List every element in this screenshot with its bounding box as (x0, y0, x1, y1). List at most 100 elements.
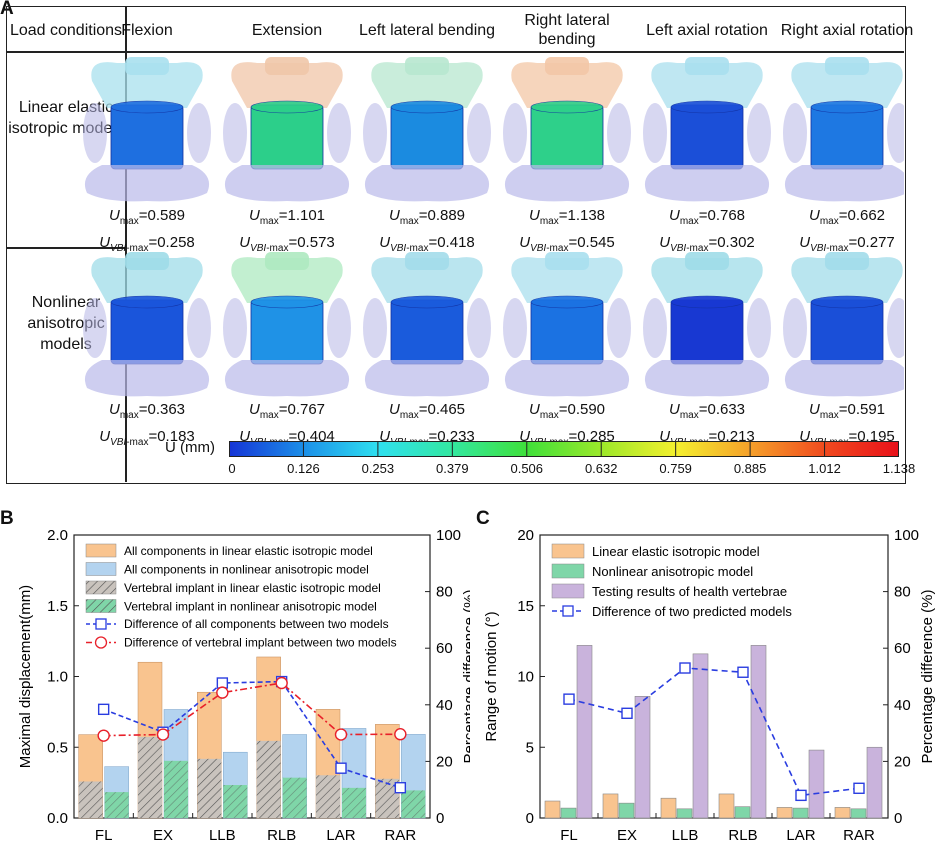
legend-swatch (551, 543, 585, 559)
bar-linear-implant-hatch (138, 736, 162, 818)
line-marker (394, 728, 407, 741)
x-tick-label: LAR (786, 827, 815, 840)
line-marker (97, 703, 110, 716)
colorbar-segment (675, 441, 751, 457)
vertebra-model (643, 57, 771, 202)
bar-1 (676, 808, 693, 819)
difference-line (568, 667, 860, 797)
y-axis-label: Maximal displacement(mm) (17, 585, 34, 768)
uvbi-value: =0.183 (148, 428, 195, 445)
legend-swatch (551, 583, 585, 599)
displacement-values: Umax=1.138 UVBI-max=0.545 (519, 207, 615, 254)
line-marker (275, 676, 288, 690)
legend-label: Difference of vertebral implant between … (124, 636, 397, 650)
y-tick-label: 0.0 (47, 810, 68, 827)
displacement-values: Umax=0.768 UVBI-max=0.302 (659, 207, 755, 254)
uvbi-value: =0.213 (708, 428, 755, 445)
umax-value: =0.767 (278, 401, 326, 418)
legend-label: Vertebral implant in linear elastic isot… (124, 581, 381, 595)
colorbar-tick: 0.506 (510, 461, 544, 476)
colorbar-segment (303, 441, 379, 457)
bar-linear-implant-hatch (197, 758, 222, 818)
displacement-values: Umax=0.363 UVBI-max=0.183 (99, 401, 195, 448)
colorbar-segment (229, 441, 304, 457)
vertebra-model (783, 57, 904, 202)
umax-value: =0.589 (138, 207, 186, 224)
uvbi-value: =0.545 (568, 234, 615, 251)
column-header: Flexion (121, 21, 173, 39)
colorbar-segment (750, 441, 826, 457)
uvbi-value: =0.573 (288, 234, 335, 251)
bar-nonlinear-implant-hatch (223, 785, 248, 818)
bar-2 (634, 696, 651, 819)
legend-swatch-hatch (86, 599, 116, 613)
umax-value: =0.590 (558, 401, 606, 418)
panel-letter-b: B (0, 508, 14, 529)
line-marker (334, 728, 348, 741)
legend-marker (95, 618, 107, 630)
colorbar-tick: 0.253 (361, 461, 395, 476)
bar-nonlinear-implant-hatch (342, 787, 366, 818)
colorbar-segment (824, 441, 899, 457)
uvbi-value: =0.302 (708, 234, 755, 251)
colorbar-tick: 0 (228, 461, 236, 476)
bar-nonlinear-implant-hatch (282, 777, 307, 818)
displacement-values: Umax=0.589 UVBI-max=0.258 (99, 207, 195, 254)
bar-nonlinear-implant-hatch (401, 790, 426, 818)
x-tick-label: LLB (672, 827, 699, 840)
y2-tick-label: 80 (894, 584, 911, 601)
umax-value: =0.363 (138, 401, 186, 418)
umax-value: =0.465 (418, 401, 466, 418)
colorbar-tick: 1.012 (808, 461, 841, 476)
line-marker (563, 693, 575, 705)
umax-value: =1.138 (558, 207, 606, 224)
vertebra-model (643, 252, 771, 397)
bar-2 (808, 749, 825, 819)
x-tick-label: EX (153, 827, 173, 840)
column-header: Left lateral bending (358, 21, 496, 39)
y-tick-label: 0.5 (47, 739, 68, 756)
y2-tick-label: 100 (894, 527, 919, 544)
x-tick-label: LAR (326, 827, 355, 840)
x-tick-label: EX (617, 827, 637, 840)
bar-2 (750, 645, 767, 819)
y2-tick-label: 100 (436, 527, 461, 544)
bar-0 (834, 807, 851, 819)
y2-axis-label: Percentage difference (%) (919, 590, 936, 764)
chart-c: 0 5 10 15 20 0 20 40 60 80 100 Range of motion (°) P… (483, 527, 936, 840)
column-header: Extension (251, 21, 323, 39)
bar-linear-implant-hatch (256, 740, 281, 818)
umax-value: =0.768 (698, 207, 746, 224)
bar-0 (718, 793, 735, 819)
table-divider-vertical (125, 7, 127, 482)
x-tick-label: RLB (267, 827, 296, 840)
displacement-values: Umax=1.101 UVBI-max=0.573 (239, 207, 335, 254)
vertebra-model (223, 57, 351, 202)
difference-line (103, 682, 401, 737)
colorbar-tick: 0.759 (659, 461, 692, 476)
column-header: Right axial rotation (780, 21, 914, 39)
legend-label: Vertebral implant in nonlinear anisotrop… (124, 600, 377, 614)
vertebra-model (83, 57, 211, 202)
legend-label: Difference of two predicted models (592, 604, 792, 619)
y2-tick-label: 0 (436, 810, 444, 827)
line-marker (394, 782, 407, 794)
line-marker (737, 666, 749, 678)
panel-letter-c: C (476, 508, 490, 529)
y2-tick-label: 40 (436, 697, 453, 714)
bar-2 (692, 653, 709, 819)
vertebra-model (363, 57, 491, 202)
colorbar-segment (601, 441, 677, 457)
line-marker (795, 789, 807, 802)
bar-2 (576, 645, 593, 819)
column-header: Left axial rotation (646, 21, 768, 39)
legend-label: Testing results of health vertebrae (592, 584, 787, 599)
umax-value: =0.591 (838, 401, 886, 418)
line-marker (156, 728, 170, 741)
legend-label: Difference of all components between two… (124, 617, 389, 631)
legend-swatch-hatch (86, 581, 116, 594)
colorbar-tick: 1.138 (882, 461, 916, 476)
bar-1 (850, 808, 867, 819)
legend-label: Linear elastic isotropic model (592, 544, 760, 559)
colorbar (229, 441, 899, 457)
